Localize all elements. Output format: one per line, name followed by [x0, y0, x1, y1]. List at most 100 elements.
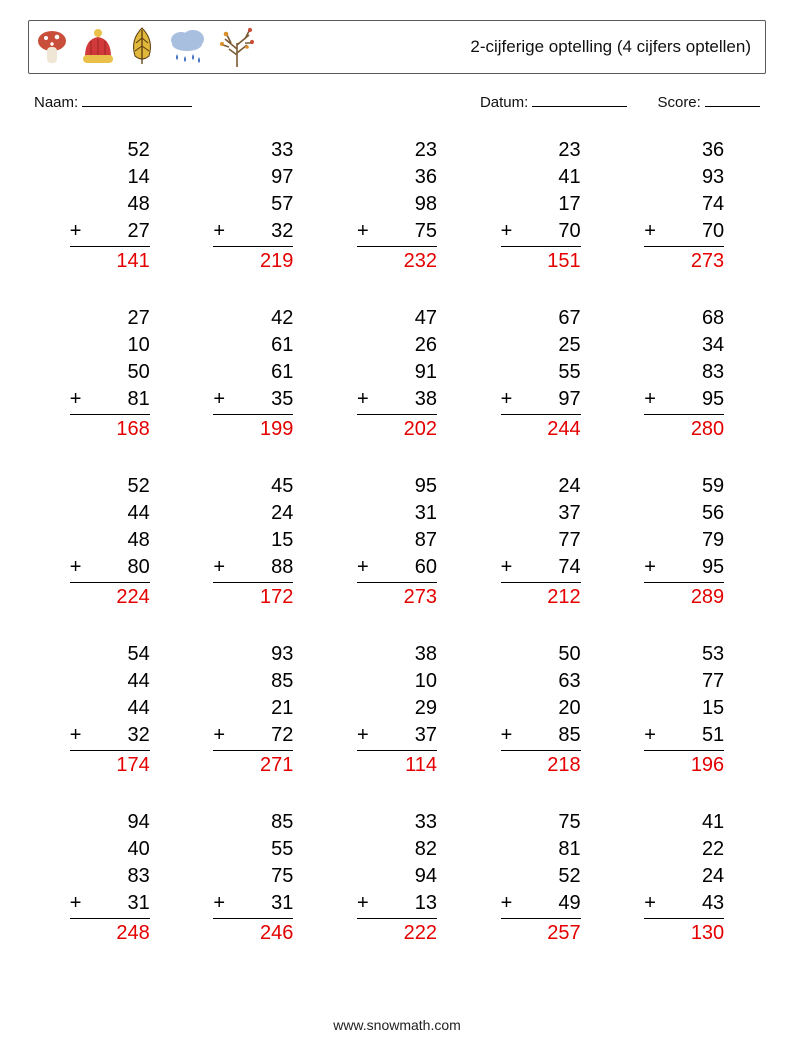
last-addend: +70 — [501, 218, 581, 247]
addend-value: 23 — [415, 139, 437, 161]
addend-value: 52 — [558, 865, 580, 887]
addition-problem: 452415+88172 — [213, 473, 293, 611]
last-addend: +97 — [501, 386, 581, 415]
rain-cloud-icon — [167, 26, 207, 68]
operator: + — [644, 386, 656, 413]
info-line: Naam: Datum: Score: — [28, 92, 766, 117]
operator: + — [213, 890, 225, 917]
operator: + — [213, 722, 225, 749]
answer: 199 — [213, 415, 293, 443]
last-addend: +13 — [357, 890, 437, 919]
addend: 87 — [357, 527, 437, 554]
last-addend: +31 — [70, 890, 150, 919]
addition-problem: 369374+70273 — [644, 137, 724, 275]
addend-value: 38 — [415, 643, 437, 665]
addend-value: 81 — [558, 838, 580, 860]
last-addend: +32 — [213, 218, 293, 247]
addend-value: 24 — [558, 475, 580, 497]
addend: 41 — [501, 164, 581, 191]
last-addend: +31 — [213, 890, 293, 919]
answer: 222 — [357, 919, 437, 947]
addend: 22 — [644, 836, 724, 863]
addend: 93 — [644, 164, 724, 191]
addition-problem: 234117+70151 — [501, 137, 581, 275]
addend: 63 — [501, 668, 581, 695]
answer: 114 — [357, 751, 437, 779]
operator: + — [501, 218, 513, 245]
answer: 271 — [213, 751, 293, 779]
addend: 41 — [644, 809, 724, 836]
operator: + — [357, 386, 369, 413]
addend-value: 49 — [558, 892, 580, 914]
date-label: Datum: — [480, 94, 528, 111]
score-label: Score: — [657, 94, 700, 111]
addend-value: 29 — [415, 697, 437, 719]
addend-value: 26 — [415, 334, 437, 356]
addend: 85 — [213, 668, 293, 695]
addend-value: 95 — [415, 475, 437, 497]
addend-value: 14 — [128, 166, 150, 188]
answer: 280 — [644, 415, 724, 443]
addend-value: 50 — [128, 361, 150, 383]
answer: 248 — [70, 919, 150, 947]
addend: 56 — [644, 500, 724, 527]
addend-value: 31 — [128, 892, 150, 914]
addend: 36 — [644, 137, 724, 164]
addend-value: 43 — [702, 892, 724, 914]
addend-value: 94 — [415, 865, 437, 887]
addend: 75 — [501, 809, 581, 836]
addend: 27 — [70, 305, 150, 332]
addend-value: 83 — [702, 361, 724, 383]
addend: 74 — [644, 191, 724, 218]
last-addend: +35 — [213, 386, 293, 415]
addend-value: 53 — [702, 643, 724, 665]
addend: 23 — [501, 137, 581, 164]
addend-value: 63 — [558, 670, 580, 692]
addend-value: 27 — [128, 307, 150, 329]
last-addend: +80 — [70, 554, 150, 583]
addend: 61 — [213, 359, 293, 386]
addend: 17 — [501, 191, 581, 218]
operator: + — [213, 554, 225, 581]
operator: + — [213, 218, 225, 245]
answer: 232 — [357, 247, 437, 275]
addend-value: 17 — [558, 193, 580, 215]
last-addend: +95 — [644, 386, 724, 415]
addend: 29 — [357, 695, 437, 722]
addend: 25 — [501, 332, 581, 359]
last-addend: +74 — [501, 554, 581, 583]
addend: 50 — [70, 359, 150, 386]
addend-value: 20 — [558, 697, 580, 719]
addend-value: 44 — [128, 670, 150, 692]
addend-value: 97 — [558, 388, 580, 410]
operator: + — [644, 722, 656, 749]
addend: 15 — [213, 527, 293, 554]
addend-value: 97 — [271, 166, 293, 188]
addend: 48 — [70, 527, 150, 554]
addend-value: 35 — [271, 388, 293, 410]
addend: 21 — [213, 695, 293, 722]
addend-value: 37 — [415, 724, 437, 746]
addend: 50 — [501, 641, 581, 668]
addend-value: 22 — [702, 838, 724, 860]
addend-value: 15 — [702, 697, 724, 719]
last-addend: +27 — [70, 218, 150, 247]
addition-problem: 944083+31248 — [70, 809, 150, 947]
addend-value: 27 — [128, 220, 150, 242]
addend-value: 24 — [702, 865, 724, 887]
addend: 83 — [70, 863, 150, 890]
addend-value: 21 — [271, 697, 293, 719]
addend-value: 91 — [415, 361, 437, 383]
addend: 10 — [357, 668, 437, 695]
addend-value: 10 — [128, 334, 150, 356]
answer: 219 — [213, 247, 293, 275]
addend: 34 — [644, 332, 724, 359]
addend-value: 44 — [128, 502, 150, 524]
addend-value: 85 — [271, 811, 293, 833]
last-addend: +51 — [644, 722, 724, 751]
addend: 14 — [70, 164, 150, 191]
addition-problem: 506320+85218 — [501, 641, 581, 779]
last-addend: +95 — [644, 554, 724, 583]
addend-value: 48 — [128, 529, 150, 551]
addend-value: 61 — [271, 334, 293, 356]
